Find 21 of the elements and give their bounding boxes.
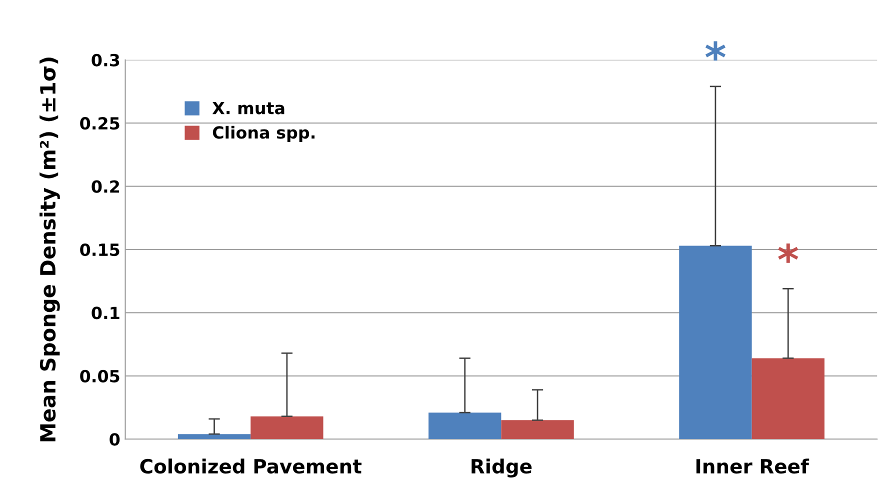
- annotation: *: [705, 41, 726, 61]
- bar: [501, 420, 574, 440]
- legend-label: X. muta: [212, 102, 284, 114]
- y-tick-label: 0.3: [92, 54, 120, 66]
- y-tick-label: 0.2: [92, 180, 119, 193]
- annotation: *: [778, 244, 798, 263]
- y-tick-label: 0.25: [80, 117, 120, 130]
- y-tick-label: 0: [110, 433, 120, 446]
- x-tick-label: Inner Reef: [696, 458, 810, 474]
- legend-label: Cliona spp.: [212, 126, 315, 142]
- y-axis-title: Mean Sponge Density (m²) (±1σ): [40, 58, 60, 442]
- bar: [178, 434, 251, 440]
- x-tick-label: Colonized Pavement: [140, 458, 362, 474]
- bar: [250, 416, 324, 440]
- bar: [428, 412, 502, 440]
- y-tick-label: 0.05: [80, 370, 120, 382]
- bar: [752, 358, 824, 440]
- x-tick-label: Ridge: [472, 458, 532, 478]
- y-tick-label: 0.1: [92, 306, 120, 320]
- bar: [679, 246, 752, 440]
- y-tick-label: 0.15: [80, 243, 120, 256]
